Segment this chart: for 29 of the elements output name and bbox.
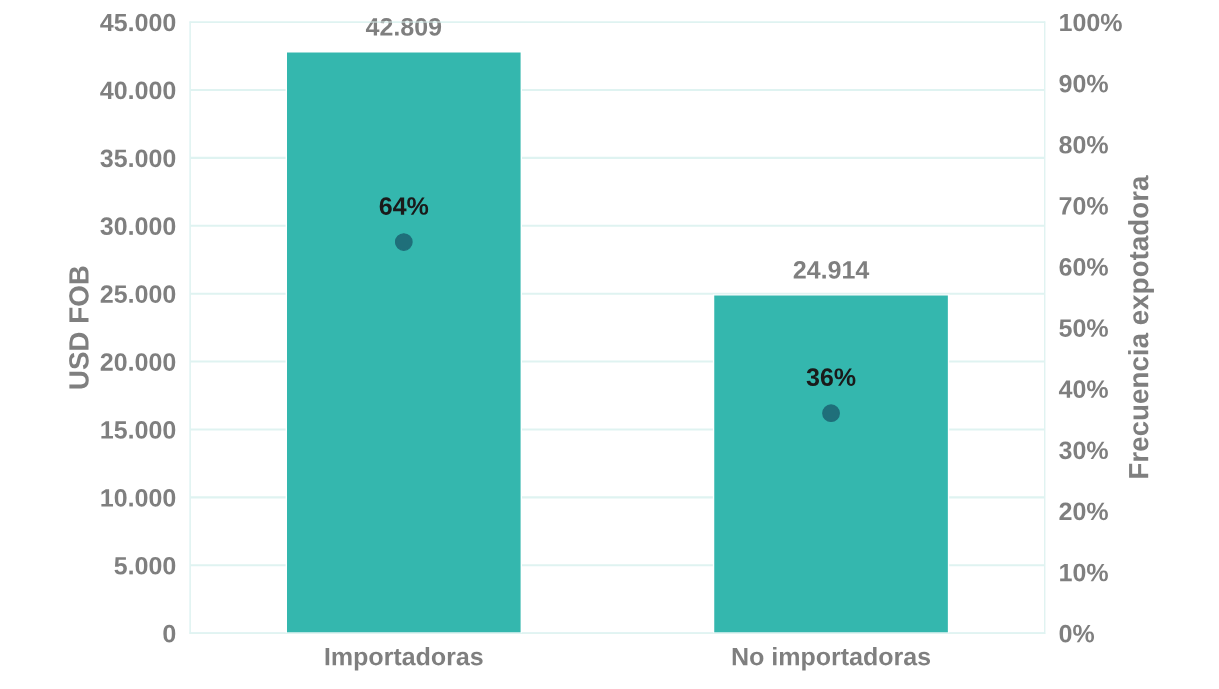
y-tick-label: 35.000 (100, 149, 176, 168)
data-label: 24.914 (793, 261, 870, 279)
y-tick-label: 0 (163, 624, 176, 643)
y-tick-label: 15.000 (101, 421, 176, 439)
y2-axis-title: Frecuencia expotadora (1128, 175, 1154, 478)
data-label: 64% (379, 197, 429, 215)
y-tick-label: 45.000 (100, 13, 176, 32)
y2-tick-label: 60% (1059, 258, 1108, 276)
y2-tick-label: 90% (1059, 74, 1108, 93)
y-tick-label: 25.000 (100, 285, 176, 303)
y-tick-label: 10.000 (101, 488, 176, 507)
y-axis-title: USD FOB (69, 266, 89, 389)
y2-tick-label: 100% (1060, 13, 1122, 32)
x-tick-label: Importadoras (325, 647, 483, 671)
y-tick-label: 20.000 (100, 353, 176, 371)
y-tick-label: 30.000 (100, 217, 176, 236)
y2-tick-label: 20% (1059, 502, 1108, 521)
y2-tick-label: 70% (1059, 196, 1108, 215)
data-label: 42.809 (365, 18, 442, 36)
x-tick-label: No importadoras (732, 647, 931, 671)
data-label: 36% (806, 368, 856, 387)
y2-tick-label: 50% (1059, 319, 1108, 337)
y2-tick-label: 80% (1059, 135, 1108, 154)
y2-tick-label: 0% (1059, 624, 1095, 643)
y-tick-label: 40.000 (100, 81, 176, 100)
y2-tick-label: 10% (1060, 563, 1108, 582)
y2-tick-label: 40% (1058, 380, 1108, 399)
y2-tick-label: 30% (1059, 441, 1108, 460)
y-tick-label: 5.000 (114, 556, 176, 575)
